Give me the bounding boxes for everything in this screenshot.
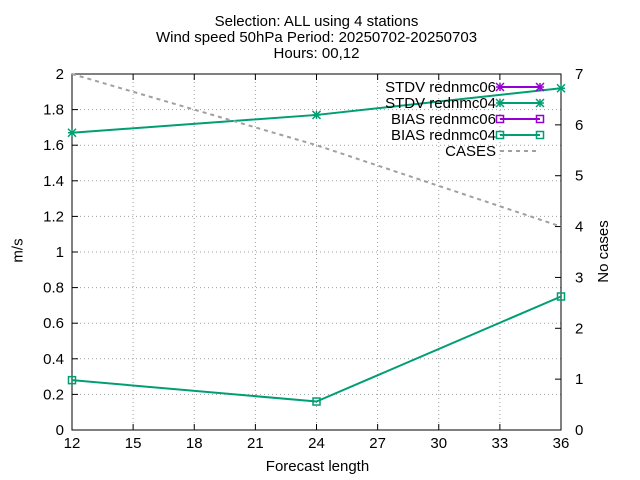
y2-tick-label: 6 [575,117,583,134]
legend-marker-1-stroke [495,98,505,108]
grid-lines [72,74,561,430]
legend-marker-1-stroke [535,98,545,108]
data-point-1-stroke [311,110,322,120]
legend-label-1: STDV rednmc04 [385,95,496,112]
legend-marker-0 [535,82,545,92]
legend-marker-3 [535,130,545,140]
series-line-4 [71,73,562,228]
legend-marker-3 [495,130,505,140]
legend-marker-0-stroke [495,82,505,92]
y2-tick-label: 0 [575,422,583,439]
y-tick-label: 0.8 [43,280,64,297]
y2-axis-label: No cases [594,220,612,283]
chart-title-line-3: Hours: 00,12 [273,45,360,62]
data-point-3 [556,292,566,301]
data-point-1-stroke [67,128,77,138]
legend-marker-0 [495,82,505,92]
axes [71,73,562,431]
data-point-3 [67,375,77,385]
y-tick-label: 2 [56,66,64,83]
legend-marker-1 [535,98,545,108]
tick-labels: 12 15 18 21 24 27 30 33 3600.20.40.60.811.21.41.… [43,66,583,452]
series-line-3 [71,295,562,403]
x-tick-label: 24 [308,435,325,452]
legend-marker-0-stroke [535,82,545,92]
y-tick-label: 1 [56,244,64,261]
x-tick-label: 21 [247,435,264,452]
x-tick-label: 12 [64,435,81,452]
y-tick-label: 0.4 [43,351,64,368]
series-lines [67,73,566,406]
legend-marker-2 [535,114,545,124]
y-tick-label: 0.2 [43,386,64,403]
legend-label-0: STDV rednmc06 [385,79,496,96]
y2-tick-label: 5 [575,168,583,185]
data-point-1 [67,128,77,138]
legend-label-3: BIAS rednmc04 [391,127,496,144]
legend-marker-1 [495,98,505,108]
y2-tick-label: 4 [575,219,583,236]
data-point-1 [311,110,322,120]
x-tick-label: 33 [492,435,509,452]
y-tick-label: 1.8 [43,102,64,119]
x-tick-label: 18 [186,435,203,452]
data-point-3 [312,397,321,406]
y-axis-label: m/s [9,238,27,263]
y2-tick-label: 1 [575,371,583,388]
y2-tick-label: 3 [575,269,583,286]
x-tick-label: 36 [553,435,570,452]
x-axis-label: Forecast length [265,458,370,475]
data-point-1-stroke [556,83,566,93]
y-tick-label: 0 [56,422,64,439]
chart-title-line-2: Wind speed 50hPa Period: 20250702-202507… [155,29,478,46]
x-tick-label: 15 [125,435,142,452]
legend-label-4: CASES [445,143,496,160]
legend-label-2: BIAS rednmc06 [391,111,496,128]
y-tick-label: 1.2 [43,208,64,225]
y-tick-label: 1.6 [43,137,64,154]
legend-marker-2 [495,114,505,124]
data-point-1 [556,83,566,93]
y-tick-label: 1.4 [43,173,64,190]
x-tick-label: 30 [430,435,447,452]
y2-tick-label: 2 [575,320,583,337]
y2-tick-label: 7 [575,66,583,83]
chart-title-line-1: Selection: ALL using 4 stations [214,13,419,30]
x-tick-label: 27 [369,435,386,452]
y-tick-label: 0.6 [43,315,64,332]
